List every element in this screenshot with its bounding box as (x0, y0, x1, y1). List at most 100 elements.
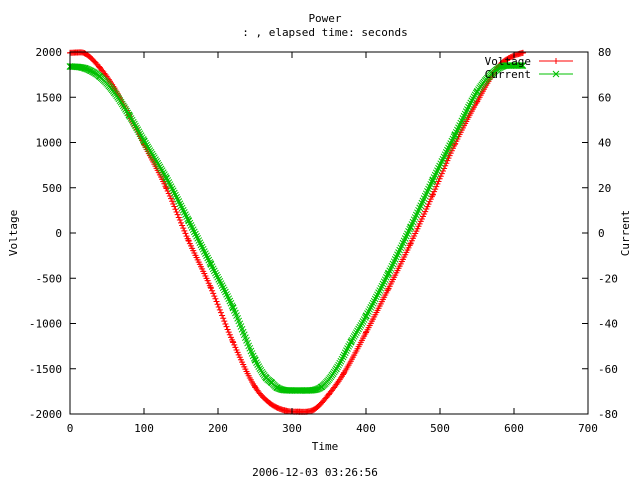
voltage-point (224, 326, 231, 333)
current-point (200, 248, 208, 255)
voltage-point (437, 173, 444, 180)
current-point (81, 64, 89, 72)
current-point (133, 124, 140, 132)
current-point (198, 243, 206, 251)
current-point (333, 365, 340, 373)
y-tick-label: 0 (55, 227, 62, 240)
y2-tick-label: 0 (598, 227, 605, 240)
current-point (357, 321, 365, 329)
x-tick-label: 600 (504, 422, 524, 435)
current-point (219, 284, 227, 292)
current-point (174, 196, 182, 203)
y2-tick-label: -80 (598, 408, 618, 421)
x-tick-label: 0 (67, 422, 74, 435)
current-point (469, 95, 477, 103)
y-tick-label: 2000 (36, 46, 63, 59)
voltage-point (212, 295, 219, 302)
current-point (158, 167, 166, 174)
voltage-point (172, 206, 179, 213)
voltage-point (363, 329, 369, 336)
voltage-point (170, 200, 177, 207)
voltage-point (211, 293, 218, 300)
y2-tick-label: 40 (598, 137, 611, 150)
current-point (288, 387, 296, 394)
voltage-point (185, 237, 192, 244)
current-point (213, 271, 220, 279)
voltage-point (519, 49, 526, 56)
current-point (440, 153, 448, 161)
current-point (267, 378, 275, 386)
current-point (378, 282, 386, 290)
voltage-point (181, 227, 188, 234)
current-point (255, 363, 263, 370)
current-point (147, 148, 155, 156)
current-point (451, 131, 459, 139)
current-point (273, 384, 281, 392)
current-point (166, 181, 174, 188)
voltage-point (281, 407, 288, 414)
current-point (377, 284, 385, 292)
voltage-point (422, 208, 429, 215)
voltage-point (214, 301, 221, 308)
timestamp-footer: 2006-12-03 03:26:56 (252, 466, 378, 479)
y-tick-label: 500 (42, 182, 62, 195)
current-point (196, 239, 204, 247)
current-point (111, 89, 118, 97)
series-current (66, 62, 527, 394)
current-point (339, 353, 347, 361)
current-point (229, 303, 237, 311)
voltage-point (216, 306, 223, 313)
current-point (336, 359, 344, 367)
y2-tick-label: 80 (598, 46, 611, 59)
current-point (345, 342, 352, 350)
y-tick-label: -500 (36, 272, 63, 285)
current-point (223, 290, 230, 298)
current-point (359, 318, 367, 325)
current-point (343, 347, 350, 354)
current-point (355, 325, 362, 333)
current-point (471, 91, 479, 99)
current-point (519, 62, 527, 69)
current-point (165, 179, 173, 186)
voltage-point (229, 338, 236, 345)
x-axis-ticks: 0 100 200 300 400 500 600 700 (67, 52, 598, 435)
y2-tick-label: 20 (598, 182, 611, 195)
voltage-point (427, 196, 434, 203)
voltage-point (252, 383, 258, 390)
voltage-point (207, 284, 214, 291)
current-point (134, 126, 142, 134)
current-point (347, 338, 355, 345)
y2-axis-ticks: -80 -60 -40 -20 0 20 40 60 80 (582, 46, 618, 421)
voltage-point (385, 286, 392, 293)
y2-tick-label: -60 (598, 363, 618, 376)
y2-tick-label: 60 (598, 91, 611, 104)
voltage-point (210, 290, 217, 297)
voltage-point (416, 220, 423, 227)
voltage-point (326, 391, 332, 398)
current-point (510, 62, 518, 69)
current-point (341, 349, 349, 357)
voltage-point (217, 309, 224, 316)
voltage-point (433, 183, 440, 190)
voltage-point (444, 157, 451, 164)
voltage-point (219, 312, 226, 319)
voltage-point (232, 344, 239, 351)
y2-tick-label: -40 (598, 318, 618, 331)
current-point (170, 189, 178, 197)
current-point (74, 63, 81, 71)
x-tick-label: 700 (578, 422, 598, 435)
current-point (140, 137, 148, 145)
current-point (380, 278, 388, 286)
y2-axis-label: Current (619, 210, 632, 256)
voltage-point (223, 323, 230, 330)
voltage-point (182, 230, 189, 237)
current-point (360, 316, 368, 323)
x-tick-label: 100 (134, 422, 154, 435)
current-point (371, 295, 379, 303)
current-point (344, 345, 351, 352)
current-point (132, 122, 139, 130)
x-tick-label: 400 (356, 422, 376, 435)
current-point (254, 361, 261, 368)
current-point (162, 174, 170, 182)
